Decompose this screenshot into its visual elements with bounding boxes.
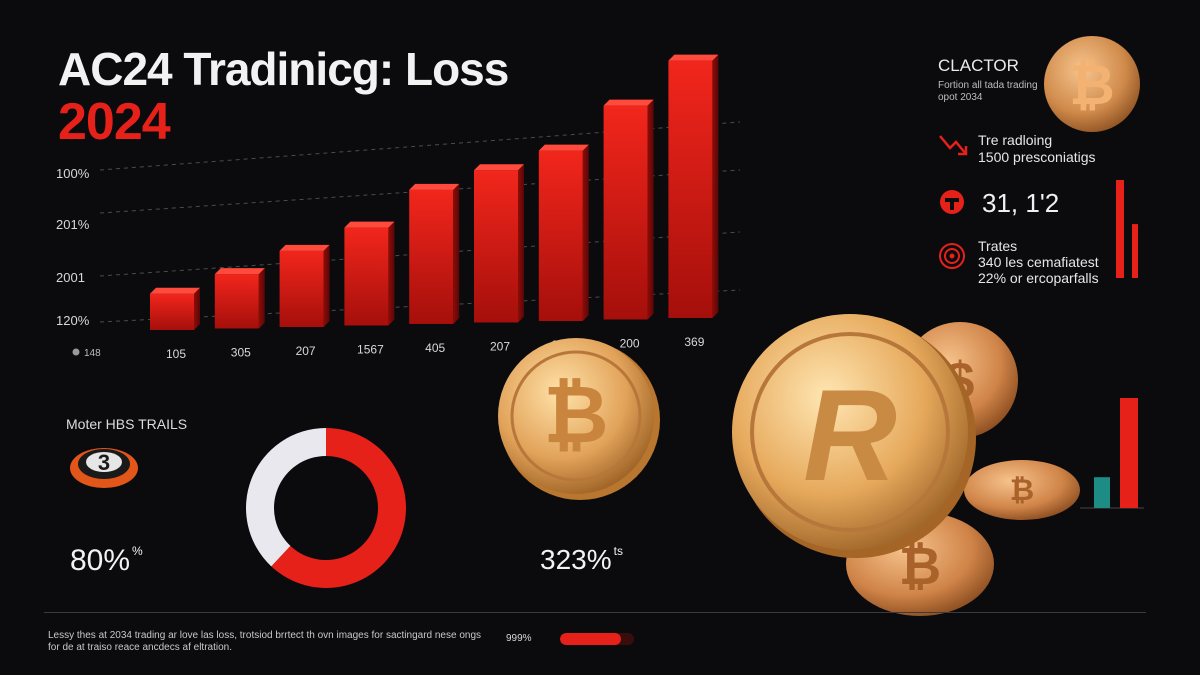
chart-title: AC24 Tradinicg: Loss bbox=[58, 43, 509, 95]
bar bbox=[474, 164, 524, 323]
x-tick-label: 405 bbox=[425, 341, 445, 355]
footer-progress-bar bbox=[560, 633, 634, 645]
y-tick-label: 201% bbox=[56, 217, 90, 232]
coin-stat-value: 323% bbox=[540, 544, 612, 575]
mini-bar-chart bbox=[1080, 398, 1144, 509]
trend-down-arrow-icon bbox=[939, 135, 968, 156]
svg-text:₿: ₿ bbox=[1010, 474, 1034, 507]
x-tick-labels: 10530520715674052072567200369 bbox=[166, 335, 705, 361]
bar bbox=[603, 99, 654, 320]
footer-divider bbox=[44, 612, 1146, 613]
svg-text:₿: ₿ bbox=[543, 370, 608, 459]
svg-text:R: R bbox=[803, 362, 897, 508]
bitcoin-icon: ₿ bbox=[1044, 36, 1140, 132]
bar bbox=[668, 54, 719, 318]
bar bbox=[409, 183, 460, 324]
donut-slice bbox=[246, 428, 326, 567]
footer-text: Lessy thes at 2034 trading ar love las l… bbox=[48, 630, 482, 653]
coin-stack-icon: $ ₿ ₿ R bbox=[732, 314, 1080, 616]
y-tick-label: 2001 bbox=[56, 270, 85, 285]
bar bbox=[150, 287, 200, 330]
big-value: 31, 1'2 bbox=[982, 188, 1060, 218]
coin-stat-suffix: ts bbox=[613, 544, 623, 558]
panel-mini-bars bbox=[1116, 180, 1138, 278]
y-tick-label: 100% bbox=[56, 166, 90, 181]
footer-percent: 999% bbox=[506, 633, 532, 644]
section-label: Moter HBS TRAILS bbox=[66, 416, 188, 432]
panel-mini-bar-2 bbox=[1132, 224, 1138, 278]
legend-dot bbox=[72, 348, 80, 356]
bar bbox=[344, 221, 395, 326]
stat2-line1: Trates bbox=[978, 238, 1018, 254]
x-tick-label: 1567 bbox=[357, 343, 384, 357]
coin-stat: 323% ts bbox=[540, 544, 623, 576]
x-tick-label: 305 bbox=[231, 346, 251, 360]
gridline bbox=[99, 121, 741, 171]
svg-text:₿: ₿ bbox=[1069, 53, 1115, 116]
panel-mini-bar-1 bbox=[1116, 180, 1124, 278]
y-axis-note: 148 bbox=[84, 348, 101, 359]
x-tick-label: 105 bbox=[166, 347, 186, 361]
y-tick-labels: 100% 201% 2001 120% bbox=[56, 166, 90, 328]
bar bbox=[279, 244, 330, 327]
badge-digit: 3 bbox=[98, 450, 110, 475]
panel-title: CLACTOR bbox=[938, 56, 1019, 75]
donut-percent: 80%% bbox=[70, 544, 143, 578]
stat1-line2: 1500 presconiatigs bbox=[978, 149, 1096, 165]
panel-subtitle: Fortion all tada trading opot 2034 bbox=[938, 80, 1038, 103]
target-icon bbox=[940, 190, 964, 214]
bar bbox=[538, 144, 589, 321]
donut-percent-suffix: % bbox=[132, 544, 143, 558]
x-tick-label: 207 bbox=[296, 344, 316, 358]
donut-chart bbox=[246, 428, 406, 588]
bar bbox=[214, 268, 265, 329]
stat2-line3: 22% or ercoparfalls bbox=[978, 270, 1099, 286]
x-tick-label: 369 bbox=[684, 335, 704, 349]
chart-year: 2024 bbox=[58, 93, 171, 151]
bitcoin-coin-icon: ₿ bbox=[498, 338, 660, 500]
bar-series bbox=[150, 54, 719, 330]
x-tick-label: 200 bbox=[620, 337, 640, 351]
stat1-line1: Tre radloing bbox=[978, 132, 1053, 148]
mini-bar-teal bbox=[1094, 477, 1110, 508]
mini-bar-red bbox=[1120, 398, 1138, 508]
stat2-line2: 340 les cemafiatest bbox=[978, 254, 1099, 270]
x-tick-label: 207 bbox=[490, 340, 510, 354]
spiral-icon bbox=[939, 243, 965, 269]
donut-percent-value: 80% bbox=[70, 544, 131, 577]
donut-slice bbox=[271, 428, 406, 588]
badge-3-icon: 3 bbox=[70, 448, 138, 488]
svg-text:₿: ₿ bbox=[899, 538, 941, 596]
y-tick-label: 120% bbox=[56, 313, 90, 328]
footer-progress-fill bbox=[560, 633, 621, 645]
